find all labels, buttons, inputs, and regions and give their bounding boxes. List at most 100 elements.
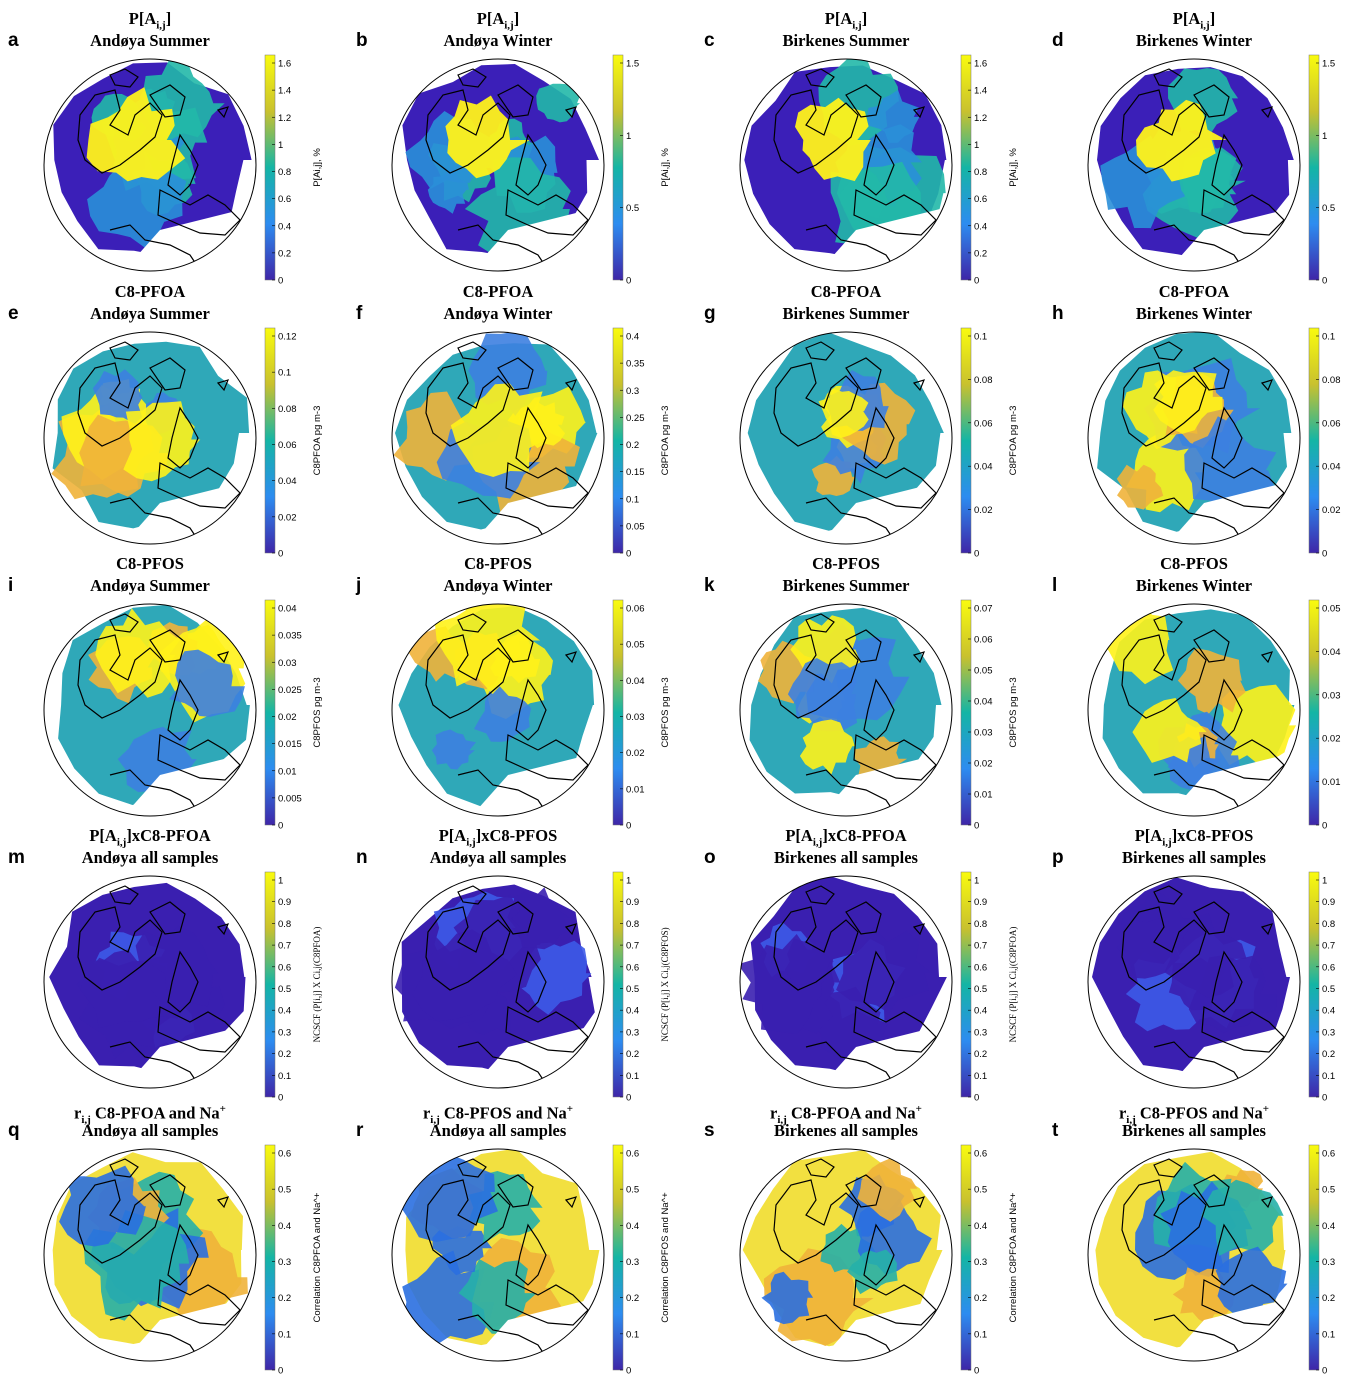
colorbar-tick-label: 0.02 [278,512,297,523]
colorbar-label: NCSCF (P[i,j] X Ci,j(C8PFOA) [312,927,322,1043]
colorbar-tick-label: 0.4 [974,1006,987,1017]
colorbar-tick-label: 0.3 [626,1027,639,1038]
panel-letter: g [704,303,716,325]
colorbar-tick-label: 0.04 [1322,462,1341,473]
colorbar-tick-label: 0.2 [974,248,987,259]
colorbar-tick-label: 0.03 [278,658,297,669]
colorbar-tick-label: 0.1 [626,494,639,505]
colorbar-gradient [1309,55,1319,280]
colorbar: 00.20.40.60.811.21.41.6P[Ai,j], % [262,50,340,285]
panel-title-line1: C8-PFOA [40,281,260,303]
colorbar-tick-label: 0.9 [626,897,639,908]
colorbar-tick-label: 0.6 [278,1149,291,1160]
colorbar-tick-label: 0 [278,1366,283,1375]
colorbar-tick-label: 0.15 [626,467,645,478]
colorbar-tick-label: 0.2 [974,1049,987,1060]
colorbar-tick-label: 0 [974,1366,979,1375]
panel-title-line2: Andøya all samples [388,847,608,869]
colorbar-tick-label: 0.5 [1322,984,1335,995]
panel-title-line2: Birkenes Summer [736,575,956,597]
colorbar-tick-label: 0.04 [974,462,993,473]
colorbar-tick-label: 0.02 [974,759,993,770]
panel-title-line2: Birkenes all samples [1084,847,1304,869]
colorbar-tick-label: 0.04 [278,476,297,487]
panel-letter: s [704,1120,715,1142]
panel-d: dP[Ai,j]Birkenes Winter00.511.5P[Ai,j], … [1044,0,1352,273]
colorbar-gradient [961,55,971,280]
colorbar-tick-label: 0.8 [626,919,639,930]
colorbar-gradient [265,600,275,825]
colorbar-tick-label: 0.1 [278,1329,291,1340]
colorbar-gradient [961,600,971,825]
colorbar-tick-label: 0.4 [974,1221,987,1232]
colorbar-tick-label: 0.02 [626,748,645,759]
polar-map [1084,872,1304,1092]
colorbar-tick-label: 0.02 [278,712,297,723]
colorbar-gradient [265,872,275,1097]
panel-letter: l [1052,575,1057,597]
panel-title-line2: Birkenes Winter [1084,30,1304,52]
colorbar-gradient [613,1145,623,1370]
colorbar-tick-label: 0.08 [1322,375,1341,386]
colorbar-label: C8PFOA pg m-3 [312,406,323,476]
panel-title-line2: Andøya Winter [388,575,608,597]
panel-title-line1: C8-PFOA [388,281,608,303]
colorbar-tick-label: 0.5 [626,984,639,995]
polar-map [1084,328,1304,548]
polar-map [40,55,260,275]
panel-title-line2: Birkenes all samples [736,847,956,869]
panel-title-line1: C8-PFOA [736,281,956,303]
colorbar-tick-label: 1.2 [974,113,987,124]
colorbar-tick-label: 0.04 [278,604,297,615]
colorbar-tick-label: 0 [1322,1366,1327,1375]
colorbar-tick-label: 0.6 [278,194,291,205]
colorbar-tick-label: 0.5 [278,1185,291,1196]
colorbar-tick-label: 0.4 [626,1006,639,1017]
colorbar-tick-label: 1.5 [1322,59,1335,70]
colorbar-tick-label: 0.005 [278,793,302,804]
colorbar-label: Correlation C8PFOS and Na^+ [660,1192,671,1323]
colorbar-tick-label: 1 [626,876,631,887]
colorbar-tick-label: 0.4 [278,1221,291,1232]
panel-letter: f [356,303,362,325]
panel-title-line2: Andøya all samples [388,1120,608,1142]
colorbar-tick-label: 0 [626,1366,631,1375]
colorbar-tick-label: 1 [278,876,283,887]
colorbar-tick-label: 0.9 [1322,897,1335,908]
colorbar: 00.511.5P[Ai,j], % [1306,50,1352,285]
colorbar-tick-label: 0.01 [974,790,993,801]
colorbar-tick-label: 0.02 [974,505,993,516]
colorbar: 00.0050.010.0150.020.0250.030.0350.04C8P… [262,595,340,830]
colorbar-gradient [265,328,275,553]
colorbar-tick-label: 0.5 [1322,203,1335,214]
colorbar-tick-label: 0.9 [278,897,291,908]
colorbar-gradient [1309,1145,1319,1370]
colorbar-tick-label: 0.5 [278,984,291,995]
colorbar-tick-label: 1 [1322,131,1327,142]
colorbar-tick-label: 0.8 [278,919,291,930]
colorbar-tick-label: 0.6 [278,962,291,973]
colorbar-label: P[Ai,j], % [1008,148,1019,187]
colorbar-tick-label: 0.06 [974,418,993,429]
colorbar-tick-label: 0.3 [626,386,639,397]
panel-letter: o [704,847,716,869]
colorbar-tick-label: 0.1 [626,1329,639,1340]
colorbar-tick-label: 0.6 [974,1149,987,1160]
polar-map [388,328,608,548]
panel-title-line1: C8-PFOS [388,553,608,575]
colorbar-tick-label: 0.2 [278,248,291,259]
polar-map [1084,600,1304,820]
colorbar-tick-label: 0.4 [1322,1006,1335,1017]
colorbar-tick-label: 0.5 [1322,1185,1335,1196]
panel-letter: j [356,575,361,597]
colorbar-tick-label: 0.06 [1322,418,1341,429]
colorbar-tick-label: 0.06 [278,440,297,451]
panel-title-line2: Andøya Winter [388,30,608,52]
